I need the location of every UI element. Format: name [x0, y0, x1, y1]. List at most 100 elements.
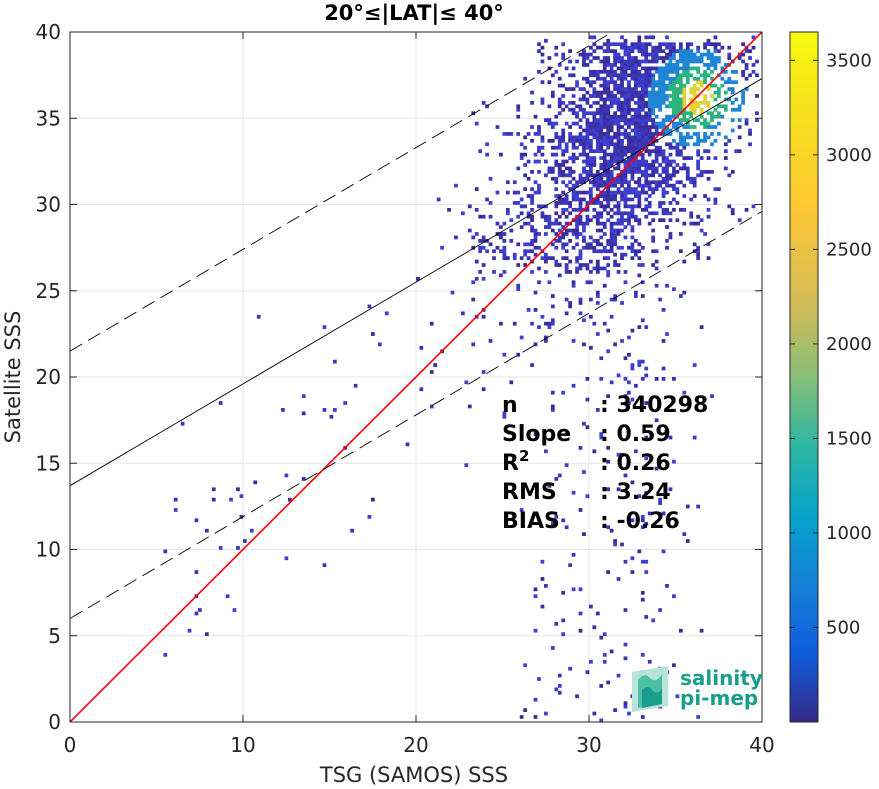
density-cell	[557, 690, 562, 695]
density-cell	[644, 176, 649, 181]
density-cell	[630, 176, 635, 181]
density-cell	[710, 76, 714, 81]
density-cell	[544, 159, 548, 164]
density-cell	[692, 176, 697, 181]
density-cell	[630, 173, 635, 178]
density-cell	[568, 87, 572, 91]
density-cell	[710, 42, 714, 47]
density-cell	[613, 297, 617, 302]
density-cell	[592, 118, 597, 122]
density-cell	[627, 180, 631, 185]
density-cell	[550, 176, 555, 181]
density-cell	[630, 363, 635, 367]
density-cell	[554, 515, 559, 519]
density-cell	[592, 114, 597, 119]
density-cell	[627, 197, 631, 202]
density-cell	[623, 559, 628, 564]
density-cell	[620, 180, 624, 185]
density-cell	[713, 97, 718, 102]
density-cell	[595, 118, 600, 122]
density-cell	[557, 135, 562, 140]
density-cell	[678, 118, 683, 122]
density-cell	[620, 80, 624, 85]
density-cell	[589, 194, 593, 198]
density-cell	[668, 218, 673, 223]
density-cell	[682, 101, 687, 105]
density-cell	[537, 325, 541, 329]
density-cell	[602, 321, 607, 326]
colorbar-tick-label: 500	[826, 617, 860, 638]
density-cell	[523, 152, 528, 157]
density-cell	[620, 221, 624, 226]
density-cell	[564, 142, 569, 147]
density-cell	[640, 597, 645, 602]
density-cell	[647, 187, 652, 191]
density-cell	[561, 180, 566, 185]
density-cell	[633, 121, 638, 126]
density-cell	[675, 87, 680, 91]
density-cell	[616, 73, 621, 78]
density-cell	[620, 339, 624, 343]
density-cell	[485, 239, 489, 243]
one-to-one-line	[70, 32, 762, 722]
density-cell	[633, 218, 638, 223]
density-cell	[637, 363, 642, 367]
density-cell	[627, 149, 631, 154]
density-cell	[595, 332, 600, 336]
density-cell	[651, 228, 656, 233]
density-cell	[609, 225, 614, 229]
density-cell	[640, 377, 645, 381]
stat-label: R2	[502, 447, 529, 476]
density-cell	[557, 239, 562, 243]
density-cell	[699, 173, 704, 178]
density-cell	[710, 59, 714, 64]
density-cell	[620, 252, 624, 257]
density-cell	[661, 180, 666, 185]
density-cell	[672, 114, 676, 119]
density-cell	[665, 173, 669, 178]
density-cell	[585, 152, 590, 157]
density-cell	[474, 259, 479, 264]
density-cell	[578, 104, 583, 109]
density-cell	[568, 270, 572, 274]
density-cell	[665, 56, 669, 60]
density-cell	[571, 87, 576, 91]
density-cell	[623, 101, 628, 105]
density-cell	[592, 49, 597, 53]
density-cell	[647, 221, 652, 226]
density-cell	[571, 111, 576, 116]
density-cell	[672, 101, 676, 105]
density-cell	[568, 107, 572, 112]
density-cell	[606, 121, 611, 126]
density-cell	[599, 125, 604, 129]
density-cell	[571, 135, 576, 140]
density-cell	[651, 173, 656, 178]
density-cell	[602, 190, 607, 195]
density-cell	[599, 135, 604, 140]
density-cell	[540, 52, 545, 57]
density-cell	[654, 121, 659, 126]
density-cell	[651, 101, 656, 105]
density-cell	[533, 594, 538, 599]
density-cell	[647, 83, 652, 88]
density-cell	[595, 73, 600, 78]
density-cell	[696, 245, 701, 250]
density-cell	[530, 225, 534, 229]
density-cell	[616, 218, 621, 223]
density-cell	[595, 266, 600, 271]
density-cell	[633, 142, 638, 147]
density-cell	[602, 97, 607, 102]
density-cell	[526, 211, 531, 216]
density-cell	[640, 101, 645, 105]
density-cell	[564, 194, 569, 198]
density-cell	[602, 42, 607, 47]
density-cell	[540, 97, 545, 102]
density-cell	[516, 190, 521, 195]
density-cell	[689, 73, 694, 78]
density-cell	[633, 166, 638, 171]
density-cell	[678, 87, 683, 91]
density-cell	[640, 94, 645, 98]
density-cell	[592, 180, 597, 185]
density-cell	[633, 114, 638, 119]
density-cell	[689, 107, 694, 112]
